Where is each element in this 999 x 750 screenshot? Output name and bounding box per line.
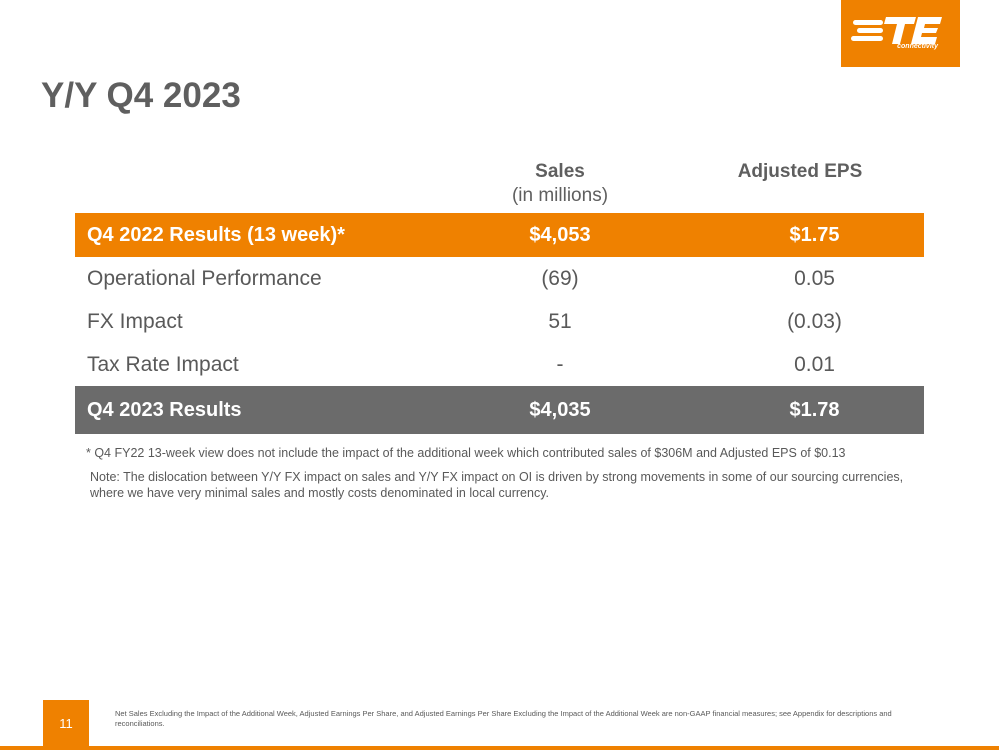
- row-eps: (0.03): [787, 309, 842, 333]
- table-row-q4-2022: Q4 2022 Results (13 week)* $4,053 $1.75: [75, 213, 924, 257]
- page-number-text: 11: [59, 716, 73, 731]
- row-eps: $1.78: [789, 398, 840, 421]
- row-sales: $4,053: [529, 223, 591, 246]
- table-row: FX Impact 51 (0.03): [75, 300, 924, 343]
- logo-subtext: connectivity: [897, 43, 938, 50]
- row-label: Tax Rate Impact: [87, 352, 239, 376]
- bottom-accent-bar: [0, 746, 999, 750]
- row-label: Q4 2022 Results (13 week)*: [87, 223, 345, 246]
- results-bridge-table: Q4 2022 Results (13 week)* $4,053 $1.75 …: [75, 213, 924, 434]
- table-row: Tax Rate Impact - 0.01: [75, 343, 924, 386]
- sales-column-header: Sales (in millions): [470, 160, 650, 208]
- row-label: Operational Performance: [87, 266, 322, 290]
- row-label: FX Impact: [87, 309, 183, 333]
- eps-column-header: Adjusted EPS: [700, 160, 900, 184]
- table-row-q4-2023-total: Q4 2023 Results $4,035 $1.78: [75, 386, 924, 434]
- page-title: Y/Y Q4 2023: [41, 76, 241, 115]
- sales-column-sublabel: (in millions): [511, 185, 609, 206]
- row-eps: $1.75: [789, 223, 840, 246]
- row-sales: $4,035: [529, 398, 591, 421]
- te-logo-mark-icon: [851, 17, 942, 44]
- table-row: Operational Performance (69) 0.05: [75, 257, 924, 300]
- row-sales: 51: [548, 309, 572, 333]
- eps-column-label: Adjusted EPS: [737, 161, 863, 182]
- table-footnote: * Q4 FY22 13-week view does not include …: [86, 446, 846, 460]
- te-connectivity-logo: connectivity: [841, 0, 960, 67]
- row-eps: 0.05: [794, 266, 835, 290]
- sales-column-label: Sales: [535, 161, 585, 182]
- row-eps: 0.01: [794, 352, 835, 376]
- page-number: 11: [43, 700, 89, 747]
- row-sales: (69): [541, 266, 579, 290]
- row-label: Q4 2023 Results: [87, 398, 242, 421]
- non-gaap-disclaimer: Net Sales Excluding the Impact of the Ad…: [115, 709, 892, 728]
- fx-note: Note: The dislocation between Y/Y FX imp…: [90, 470, 904, 500]
- row-sales: -: [556, 352, 564, 376]
